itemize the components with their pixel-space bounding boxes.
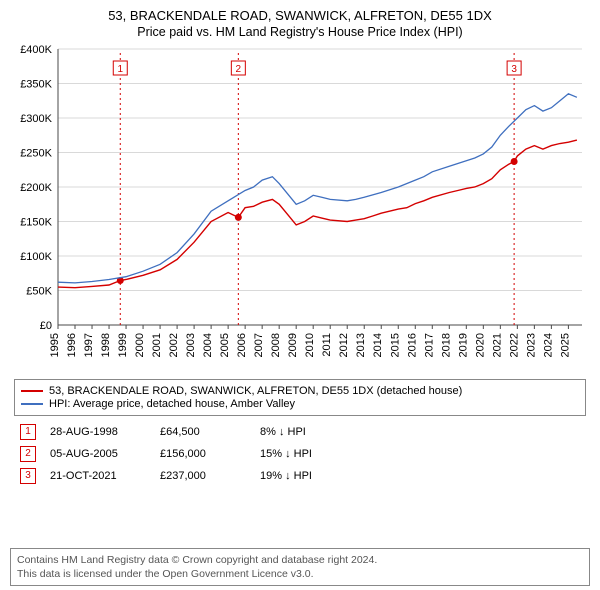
event-date: 28-AUG-1998 bbox=[50, 426, 160, 438]
svg-text:£350K: £350K bbox=[20, 79, 52, 91]
svg-text:2011: 2011 bbox=[321, 333, 333, 357]
svg-text:2019: 2019 bbox=[457, 333, 469, 357]
event-vs-hpi: 8% ↓ HPI bbox=[260, 426, 360, 438]
svg-text:2: 2 bbox=[236, 64, 242, 75]
svg-text:£400K: £400K bbox=[20, 44, 52, 56]
svg-text:1998: 1998 bbox=[100, 333, 112, 357]
svg-text:2008: 2008 bbox=[270, 333, 282, 357]
event-row: 2 05-AUG-2005£156,00015% ↓ HPI bbox=[14, 446, 586, 462]
legend-label: 53, BRACKENDALE ROAD, SWANWICK, ALFRETON… bbox=[49, 385, 462, 397]
svg-text:2013: 2013 bbox=[355, 333, 367, 357]
svg-text:2017: 2017 bbox=[423, 333, 435, 357]
svg-text:2007: 2007 bbox=[253, 333, 265, 357]
svg-text:2023: 2023 bbox=[525, 333, 537, 357]
svg-text:2005: 2005 bbox=[219, 333, 231, 357]
price-chart: £0 £50K £100K £150K £200K £250K £300K £350K £400… bbox=[10, 43, 590, 373]
event-price: £156,000 bbox=[160, 448, 260, 460]
legend-label: HPI: Average price, detached house, Ambe… bbox=[49, 398, 295, 410]
svg-text:2024: 2024 bbox=[542, 333, 554, 357]
svg-text:1996: 1996 bbox=[66, 333, 78, 357]
footer-line-1: Contains HM Land Registry data © Crown c… bbox=[17, 553, 583, 567]
svg-text:3: 3 bbox=[511, 64, 517, 75]
svg-text:1999: 1999 bbox=[117, 333, 129, 357]
event-price: £64,500 bbox=[160, 426, 260, 438]
svg-text:1: 1 bbox=[117, 64, 123, 75]
event-marker-box: 2 bbox=[20, 446, 36, 462]
svg-text:1995: 1995 bbox=[49, 333, 61, 357]
page-title: 53, BRACKENDALE ROAD, SWANWICK, ALFRETON… bbox=[10, 8, 590, 23]
svg-text:2004: 2004 bbox=[202, 333, 214, 357]
svg-text:2002: 2002 bbox=[168, 333, 180, 357]
svg-text:2018: 2018 bbox=[440, 333, 452, 357]
svg-text:£0: £0 bbox=[40, 320, 52, 332]
svg-text:2022: 2022 bbox=[508, 333, 520, 357]
legend-swatch bbox=[21, 403, 43, 405]
event-vs-hpi: 19% ↓ HPI bbox=[260, 470, 360, 482]
page-subtitle: Price paid vs. HM Land Registry's House … bbox=[10, 25, 590, 39]
svg-text:2003: 2003 bbox=[185, 333, 197, 357]
event-date: 21-OCT-2021 bbox=[50, 470, 160, 482]
svg-text:2014: 2014 bbox=[372, 333, 384, 357]
event-marker-box: 1 bbox=[20, 424, 36, 440]
svg-text:£300K: £300K bbox=[20, 113, 52, 125]
legend-row: HPI: Average price, detached house, Ambe… bbox=[21, 398, 579, 410]
svg-text:2021: 2021 bbox=[491, 333, 503, 357]
event-row: 1 28-AUG-1998£64,5008% ↓ HPI bbox=[14, 424, 586, 440]
event-marker-box: 3 bbox=[20, 468, 36, 484]
svg-text:£250K: £250K bbox=[20, 148, 52, 160]
svg-text:£150K: £150K bbox=[20, 217, 52, 229]
svg-text:£50K: £50K bbox=[26, 286, 52, 298]
svg-text:2006: 2006 bbox=[236, 333, 248, 357]
legend-row: 53, BRACKENDALE ROAD, SWANWICK, ALFRETON… bbox=[21, 385, 579, 397]
legend: 53, BRACKENDALE ROAD, SWANWICK, ALFRETON… bbox=[14, 379, 586, 416]
svg-text:2009: 2009 bbox=[287, 333, 299, 357]
svg-text:2015: 2015 bbox=[389, 333, 401, 357]
svg-text:1997: 1997 bbox=[83, 333, 95, 357]
svg-text:2000: 2000 bbox=[134, 333, 146, 357]
svg-text:£200K: £200K bbox=[20, 182, 52, 194]
event-price: £237,000 bbox=[160, 470, 260, 482]
event-vs-hpi: 15% ↓ HPI bbox=[260, 448, 360, 460]
event-row: 3 21-OCT-2021£237,00019% ↓ HPI bbox=[14, 468, 586, 484]
svg-text:2016: 2016 bbox=[406, 333, 418, 357]
footer-line-2: This data is licensed under the Open Gov… bbox=[17, 567, 583, 581]
svg-text:2012: 2012 bbox=[338, 333, 350, 357]
legend-swatch bbox=[21, 390, 43, 392]
svg-text:£100K: £100K bbox=[20, 251, 52, 263]
event-date: 05-AUG-2005 bbox=[50, 448, 160, 460]
svg-text:2010: 2010 bbox=[304, 333, 316, 357]
svg-text:2025: 2025 bbox=[559, 333, 571, 357]
footer-attribution: Contains HM Land Registry data © Crown c… bbox=[10, 548, 590, 586]
events-table: 1 28-AUG-1998£64,5008% ↓ HPI 2 05-AUG-2005£… bbox=[14, 424, 586, 484]
svg-text:2001: 2001 bbox=[151, 333, 163, 357]
svg-text:2020: 2020 bbox=[474, 333, 486, 357]
